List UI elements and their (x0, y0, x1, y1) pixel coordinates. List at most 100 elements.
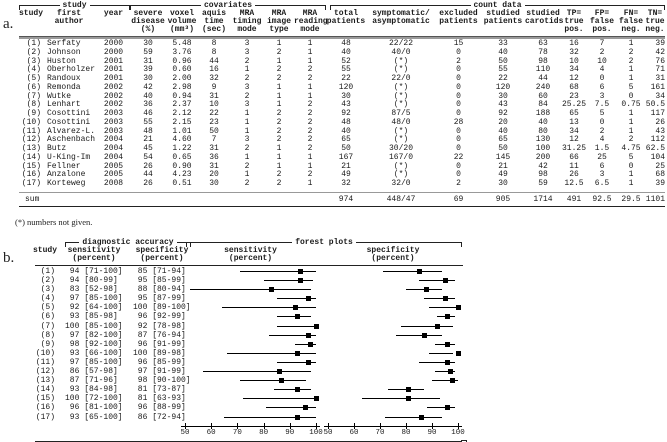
axis-tick (432, 422, 433, 429)
column-header: total patients (326, 9, 366, 26)
cell: 2 (307, 74, 313, 83)
sum-label: sum (25, 194, 40, 204)
specificity-plot-cell (328, 276, 458, 285)
cell: 2 (244, 144, 250, 153)
column-header: severe disease (%) (131, 9, 165, 34)
axis-tick-label: 100 (309, 428, 323, 437)
study-id: (4) (40, 294, 55, 304)
cell: Butz (47, 144, 67, 153)
axis-tick-label: 80 (259, 428, 269, 437)
table-a-bottom-rule (19, 205, 665, 207)
cell: 21 (341, 161, 351, 171)
cell: 2004 (103, 144, 124, 153)
column-header-sensitivity: sensitivity (percent) (67, 246, 121, 263)
cell: (*) (393, 56, 409, 66)
cell: 2000 (103, 47, 124, 57)
cell: 10 (597, 56, 607, 66)
sum-cell: 69 (453, 194, 464, 204)
axis-line (324, 425, 462, 427)
cell: 2 (307, 100, 313, 110)
cell: 49 (341, 170, 351, 180)
cell: 1 (628, 74, 634, 83)
point-estimate-marker (297, 269, 303, 274)
cell: 60 (538, 91, 548, 101)
cell: 66 (569, 152, 579, 162)
cell: Anzalone (47, 170, 86, 180)
cell: 44 (538, 74, 548, 83)
cell: Cosottini (47, 109, 91, 118)
cell: 22 (209, 109, 219, 118)
specificity-plot-cell (328, 394, 458, 403)
cell: (*) (393, 100, 409, 110)
specificity-value: 87 [76-94] (133, 330, 186, 340)
axis-tick-label: 50 (323, 428, 333, 437)
column-header: voxel volume (mm³) (167, 9, 197, 34)
cell: (*) (393, 161, 409, 171)
bracket-line (89, 5, 131, 10)
cell: 1 (628, 65, 634, 75)
cell: 2002 (103, 91, 124, 101)
study-id: (11) (35, 357, 55, 367)
specificity-value: 97 [91-99] (133, 367, 186, 377)
axis-tick (185, 422, 186, 429)
ci-line (406, 289, 443, 291)
study-id: (16) (35, 403, 55, 413)
cell: 0 (456, 161, 461, 171)
cell: 40/0 (391, 47, 411, 57)
ci-line (387, 389, 425, 391)
sum-cell: 92.5 (592, 194, 612, 204)
cell: Randoux (47, 74, 81, 83)
cell: Huston (47, 56, 76, 66)
cell: 20 (498, 117, 508, 127)
sum-cell: 1714 (533, 194, 553, 204)
bracket-label: study (62, 1, 87, 10)
sensitivity-value: 97 [85-100] (65, 357, 123, 367)
cell: 0 (456, 82, 461, 92)
cell: 55 (498, 65, 508, 75)
sum-cell: 974 (338, 194, 354, 204)
table-row: (4) Oberholzer 2001 39 0.60 16 1 2 2 55 (*) 0 55 110 3… (19, 65, 665, 75)
cell: 62.5 (645, 144, 665, 153)
point-estimate-marker (313, 396, 319, 402)
axis-tick (316, 422, 317, 429)
cell: 2 (307, 65, 313, 75)
cell: 3.76 (172, 47, 192, 57)
cell: Remonda (47, 82, 81, 92)
column-header: FN= false neg. (618, 9, 643, 34)
cell: 71 (655, 65, 665, 75)
cell: 2 (244, 161, 250, 171)
axis-tick (328, 422, 329, 429)
cell: Johnson (47, 47, 81, 57)
sum-cell: 448/47 (386, 194, 416, 204)
cell: (*) (393, 135, 409, 145)
specificity-value: 98 [90-100] (133, 376, 191, 386)
cell: 65 (569, 109, 579, 118)
cell: 28 (453, 117, 464, 127)
footnote: (*) numbers not given. (15, 217, 93, 227)
cell: 63 (538, 39, 548, 48)
cell: 2004 (103, 152, 124, 162)
cell: 188 (535, 109, 551, 118)
cell: 39 (655, 39, 665, 48)
cell: 2008 (103, 179, 124, 188)
axis-tick-label: 60 (206, 428, 216, 437)
cell: 92 (498, 109, 508, 118)
point-estimate-marker (295, 414, 301, 420)
point-estimate-marker (279, 378, 285, 384)
cell: (7) (26, 91, 41, 101)
cell: 15 (453, 39, 464, 48)
cell: 40 (341, 126, 351, 136)
axis-tick-label: 90 (427, 428, 437, 437)
cell: 5 (628, 152, 634, 162)
cell: 2003 (103, 126, 124, 136)
cell: (5) (26, 74, 41, 83)
cell: 52 (341, 56, 351, 66)
sum-rule-top (19, 191, 665, 193)
forest-row: (11) 97 [85-100] 96 [85-99] (35, 358, 463, 367)
cell: 4 (599, 65, 605, 75)
cell: (*) (393, 82, 409, 92)
cell: 68 (569, 82, 579, 92)
cell: 11 (569, 161, 579, 171)
specificity-plot-cell (328, 294, 458, 303)
forest-row: (12) 86 [57-98] 97 [91-99] (35, 367, 463, 376)
